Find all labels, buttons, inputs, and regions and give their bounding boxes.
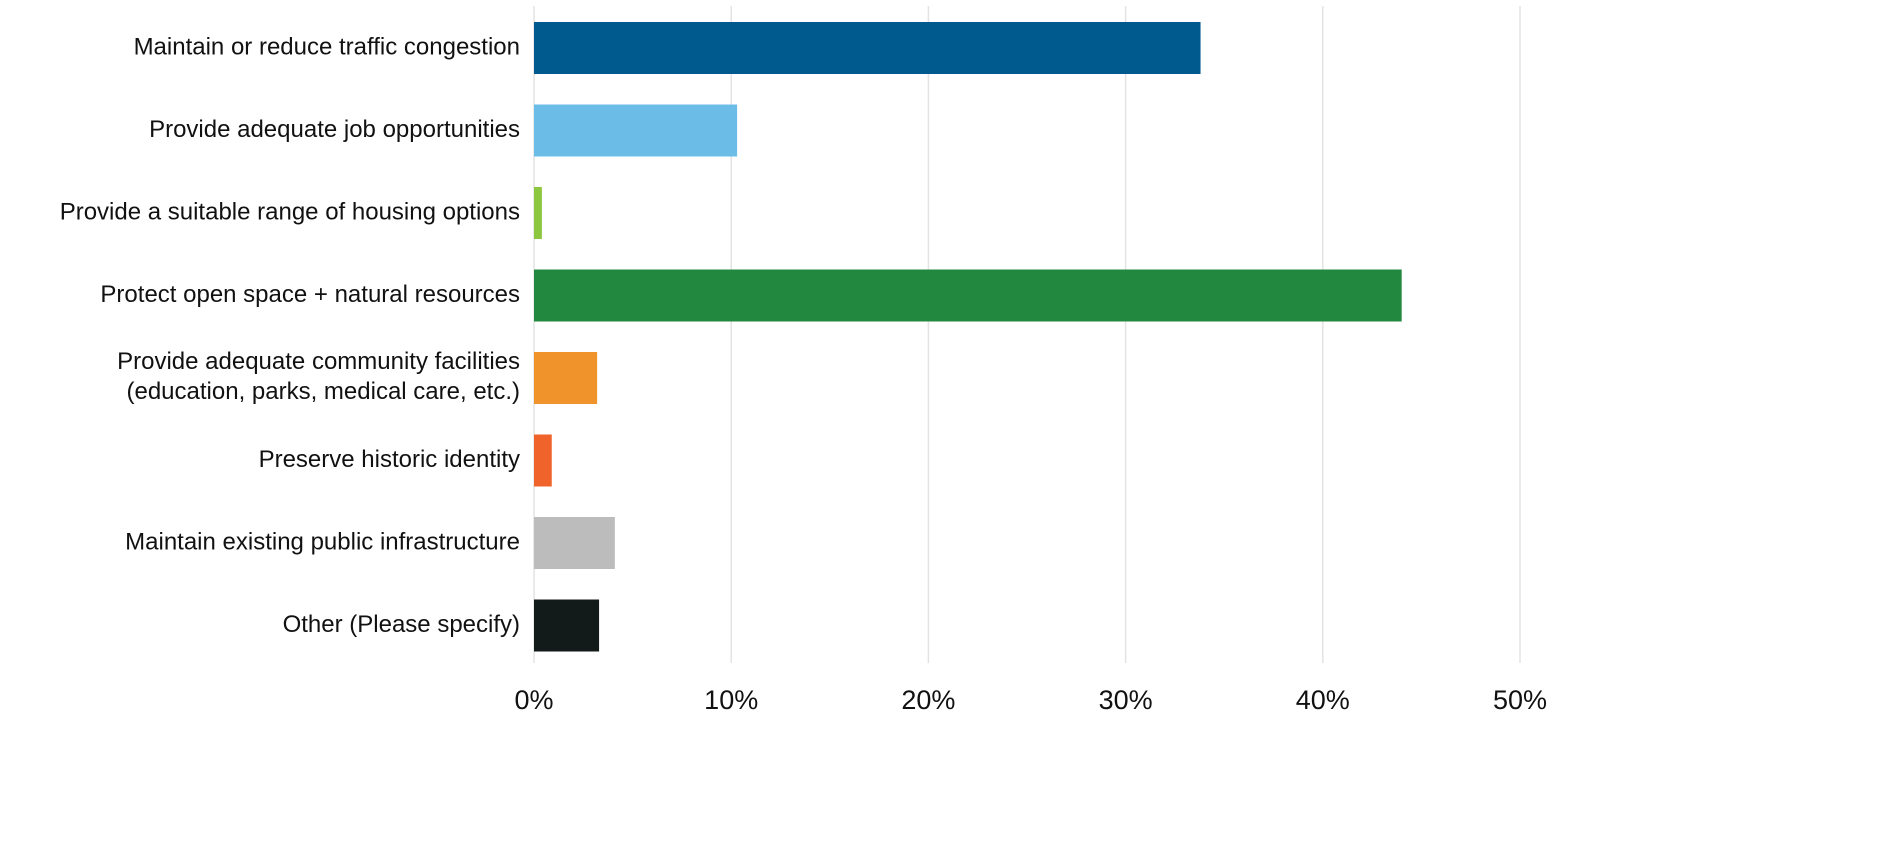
bar (534, 269, 1402, 322)
bar (534, 352, 598, 404)
y-tick-label: Maintain or reduce traffic congestion (134, 33, 520, 60)
bar (534, 187, 542, 239)
bar (534, 104, 738, 157)
x-tick-label: 30% (1099, 685, 1153, 715)
y-tick-label: Provide adequate community facilities (ed… (117, 348, 520, 405)
y-tick-label: Maintain existing public infrastructure (125, 528, 520, 555)
bar (534, 517, 615, 569)
y-tick-label: Other (Please specify) (283, 611, 520, 638)
x-tick-label: 0% (514, 685, 553, 715)
x-tick-label: 50% (1493, 685, 1547, 715)
x-tick-label: 10% (704, 685, 758, 715)
bar (534, 22, 1201, 74)
x-tick-label: 40% (1296, 685, 1350, 715)
x-tick-label: 20% (901, 685, 955, 715)
y-tick-label: Provide adequate job opportunities (149, 116, 520, 143)
y-tick-label: Provide a suitable range of housing opti… (60, 198, 520, 225)
y-tick-label: Protect open space + natural resources (100, 281, 520, 308)
y-tick-label: Preserve historic identity (259, 446, 520, 473)
bar (534, 434, 552, 487)
bar (534, 599, 600, 652)
